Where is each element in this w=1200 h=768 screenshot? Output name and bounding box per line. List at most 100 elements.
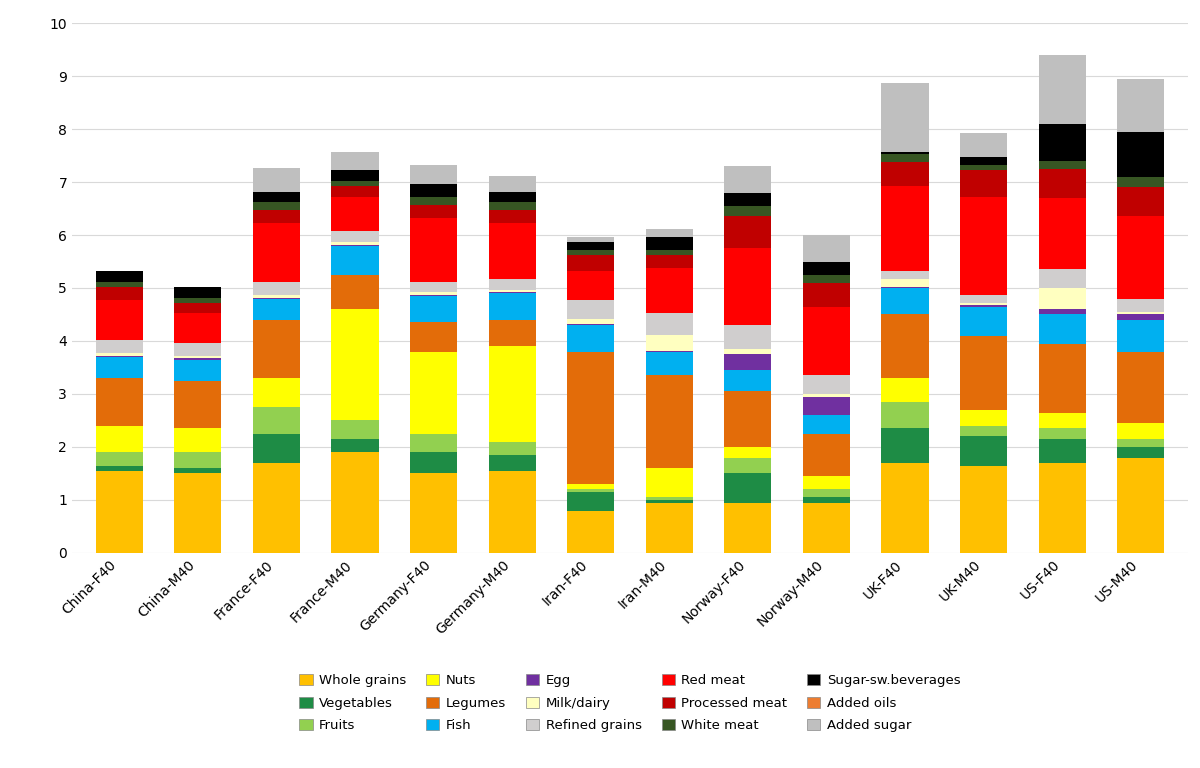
Bar <box>803 415 850 434</box>
Bar <box>488 223 535 279</box>
Bar <box>410 165 457 184</box>
Bar <box>725 248 772 325</box>
Bar <box>410 197 457 205</box>
Bar <box>96 452 143 465</box>
Bar <box>646 468 692 498</box>
Bar <box>960 465 1007 553</box>
Bar <box>725 473 772 502</box>
Bar <box>882 154 929 162</box>
Bar <box>803 396 850 415</box>
Bar <box>96 471 143 553</box>
Bar <box>410 205 457 218</box>
Bar <box>1117 187 1164 217</box>
Bar <box>1039 198 1086 270</box>
Bar <box>174 429 221 452</box>
Bar <box>253 297 300 299</box>
Bar <box>410 352 457 434</box>
Bar <box>253 407 300 434</box>
Bar <box>646 335 692 350</box>
Bar <box>882 287 929 288</box>
Bar <box>1039 55 1086 124</box>
Bar <box>960 436 1007 465</box>
Bar <box>803 394 850 396</box>
Bar <box>488 471 535 553</box>
Bar <box>410 282 457 293</box>
Bar <box>568 489 614 492</box>
Bar <box>803 261 850 275</box>
Bar <box>646 268 692 313</box>
Bar <box>568 511 614 553</box>
Bar <box>96 282 143 287</box>
Bar <box>488 455 535 471</box>
Bar <box>174 359 221 381</box>
Bar <box>96 465 143 471</box>
Bar <box>253 299 300 319</box>
Bar <box>882 429 929 463</box>
Bar <box>174 381 221 429</box>
Bar <box>882 288 929 315</box>
Bar <box>1039 161 1086 169</box>
Bar <box>646 352 692 376</box>
Bar <box>568 325 614 352</box>
Bar <box>1117 299 1164 312</box>
Bar <box>568 319 614 324</box>
Bar <box>331 452 378 553</box>
Bar <box>1117 217 1164 299</box>
Bar <box>488 176 535 191</box>
Bar <box>960 336 1007 410</box>
Bar <box>803 235 850 261</box>
Bar <box>174 303 221 313</box>
Bar <box>568 255 614 271</box>
Bar <box>331 439 378 452</box>
Bar <box>488 293 535 319</box>
Bar <box>882 463 929 553</box>
Bar <box>1039 343 1086 412</box>
Bar <box>331 231 378 242</box>
Bar <box>725 502 772 553</box>
Bar <box>253 295 300 297</box>
Bar <box>253 378 300 407</box>
Bar <box>174 468 221 473</box>
Bar <box>253 191 300 202</box>
Bar <box>331 242 378 244</box>
Bar <box>960 306 1007 336</box>
Bar <box>568 484 614 489</box>
Bar <box>803 434 850 476</box>
Bar <box>882 152 929 154</box>
Bar <box>331 246 378 275</box>
Bar <box>803 489 850 498</box>
Bar <box>803 283 850 306</box>
Bar <box>488 279 535 290</box>
Bar <box>725 206 772 217</box>
Bar <box>174 297 221 303</box>
Bar <box>882 162 929 187</box>
Bar <box>725 447 772 458</box>
Bar <box>331 244 378 246</box>
Bar <box>1117 319 1164 352</box>
Bar <box>410 473 457 553</box>
Bar <box>253 463 300 553</box>
Bar <box>646 237 692 250</box>
Bar <box>725 193 772 206</box>
Bar <box>1117 458 1164 553</box>
Bar <box>1039 270 1086 288</box>
Bar <box>568 324 614 325</box>
Bar <box>803 502 850 553</box>
Bar <box>568 237 614 242</box>
Bar <box>96 356 143 357</box>
Bar <box>410 293 457 295</box>
Bar <box>803 498 850 502</box>
Bar <box>488 290 535 293</box>
Bar <box>803 306 850 376</box>
Bar <box>1117 177 1164 187</box>
Bar <box>646 229 692 237</box>
Bar <box>646 498 692 500</box>
Bar <box>253 223 300 282</box>
Bar <box>960 165 1007 170</box>
Bar <box>725 166 772 193</box>
Bar <box>488 202 535 210</box>
Legend: Whole grains, Vegetables, Fruits, Nuts, Legumes, Fish, Egg, Milk/dairy, Refined : Whole grains, Vegetables, Fruits, Nuts, … <box>294 669 966 737</box>
Bar <box>960 295 1007 303</box>
Bar <box>1039 412 1086 429</box>
Bar <box>331 421 378 439</box>
